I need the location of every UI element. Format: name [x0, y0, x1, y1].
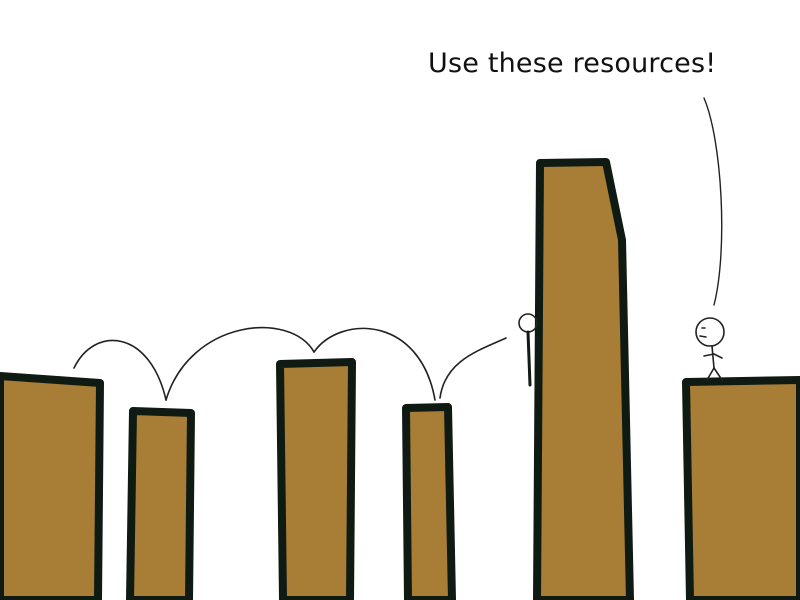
speech-pointer-line — [703, 97, 723, 306]
jump-arc-3 — [313, 327, 436, 401]
jump-arc-1 — [73, 339, 167, 401]
pillar-2 — [126, 407, 195, 600]
jump-arc-4 — [439, 337, 507, 399]
pillar-1 — [0, 372, 104, 600]
pillar-4 — [402, 403, 456, 600]
pillar-3 — [276, 358, 356, 600]
pillar-6 — [682, 376, 800, 600]
speech-text: Use these resources! — [428, 48, 717, 79]
jump-arc-2 — [165, 326, 315, 401]
pillar-5-tall — [533, 158, 634, 600]
jump-arcs — [73, 326, 507, 401]
hiding-stick-figure — [518, 313, 538, 387]
speaking-stick-figure — [695, 317, 725, 381]
